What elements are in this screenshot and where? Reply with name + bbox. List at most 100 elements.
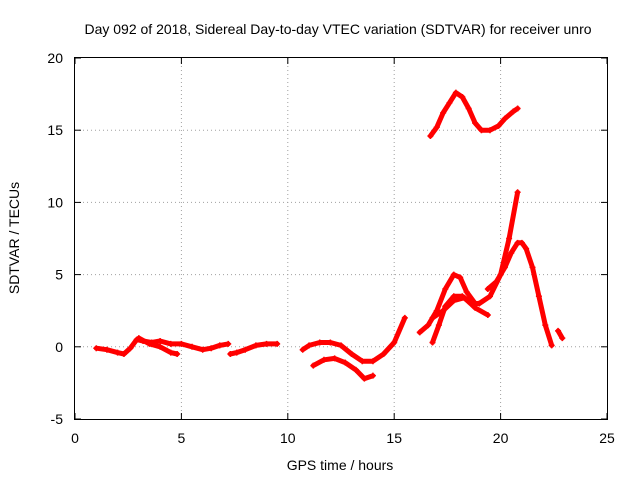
data-point [433, 124, 440, 131]
data-point [476, 300, 483, 307]
data-point [157, 343, 164, 350]
data-point [263, 340, 270, 347]
series-trace [93, 337, 231, 357]
data-point [299, 346, 306, 353]
data-point [465, 105, 472, 112]
data-point [450, 297, 457, 304]
data-point [189, 343, 196, 350]
data-point [135, 335, 142, 342]
data-point [352, 366, 359, 373]
x-tick-label: 5 [178, 430, 186, 446]
x-tick-label: 20 [493, 430, 509, 446]
data-point [274, 340, 281, 347]
data-point [493, 278, 500, 285]
x-tick-label: 0 [71, 430, 79, 446]
data-point [242, 346, 249, 353]
data-point [440, 307, 447, 314]
data-point [391, 339, 398, 346]
data-point [529, 264, 536, 271]
data-point [369, 358, 376, 365]
data-point [157, 338, 164, 345]
data-point [486, 127, 493, 134]
data-point [252, 342, 259, 349]
data-point [484, 312, 491, 319]
data-point [208, 345, 215, 352]
data-point [174, 351, 181, 358]
plot-frame [74, 57, 608, 420]
grid-layer [75, 58, 607, 419]
data-point [359, 358, 366, 365]
data-point [331, 355, 338, 362]
data-point [120, 351, 127, 358]
data-point [225, 340, 232, 347]
y-tick-label: 5 [55, 267, 63, 283]
data-point [495, 122, 502, 129]
data-point [178, 340, 185, 347]
y-tick-label: 10 [47, 194, 63, 210]
data-point [320, 356, 327, 363]
data-point [233, 349, 240, 356]
data-point [114, 349, 121, 356]
data-point [429, 314, 436, 321]
data-point [506, 235, 513, 242]
x-tick-label: 10 [280, 430, 296, 446]
data-point [369, 372, 376, 379]
data-point [380, 351, 387, 358]
data-point [459, 93, 466, 100]
data-point [103, 346, 110, 353]
data-point [472, 304, 479, 311]
data-point [440, 109, 447, 116]
data-point [542, 322, 549, 329]
data-point [342, 359, 349, 366]
series-trace [417, 272, 478, 335]
data-point [216, 342, 223, 349]
data-point [199, 346, 206, 353]
data-point [310, 362, 317, 369]
x-axis-label: GPS time / hours [287, 457, 394, 473]
data-point [486, 293, 493, 300]
data-point [442, 286, 449, 293]
series-trace [430, 295, 491, 321]
data-point [361, 375, 368, 382]
data-point [478, 127, 485, 134]
y-tick-label: 0 [55, 339, 63, 355]
data-point [435, 322, 442, 329]
data-point [450, 271, 457, 278]
data-point [555, 327, 562, 334]
data-point [338, 342, 344, 349]
data-point [518, 239, 525, 246]
data-point [327, 339, 334, 346]
data-point [457, 274, 464, 281]
data-point [127, 345, 134, 352]
data-point [501, 264, 508, 271]
data-point [316, 339, 323, 346]
x-tick-label: 25 [599, 430, 615, 446]
data-point [535, 293, 542, 300]
data-point [167, 349, 174, 356]
data-point [484, 286, 491, 293]
data-point [501, 115, 508, 122]
y-axis-label: SDTVAR / TECUs [6, 182, 22, 294]
data-point [452, 89, 459, 96]
data-point [508, 249, 515, 256]
data-point [429, 339, 436, 346]
data-point [446, 99, 453, 106]
data-point [548, 342, 555, 349]
data-point [348, 351, 355, 358]
x-tick-label: 15 [386, 430, 402, 446]
data-point [472, 119, 479, 126]
data-point [514, 105, 521, 112]
data-point [425, 322, 432, 329]
data-point [306, 342, 313, 349]
axis-ticks: 0 5 10 15 20 25 -5 0 5 10 15 20 [47, 50, 615, 446]
chart-title: Day 092 of 2018, Sidereal Day-to-day VTE… [84, 21, 591, 37]
y-tick-label: 15 [47, 122, 63, 138]
data-point [93, 345, 100, 352]
series-trace [427, 90, 521, 139]
data-point [514, 189, 521, 196]
data-point [167, 340, 174, 347]
data-point [401, 314, 408, 321]
data-point [427, 132, 434, 139]
y-tick-label: 20 [47, 50, 63, 66]
